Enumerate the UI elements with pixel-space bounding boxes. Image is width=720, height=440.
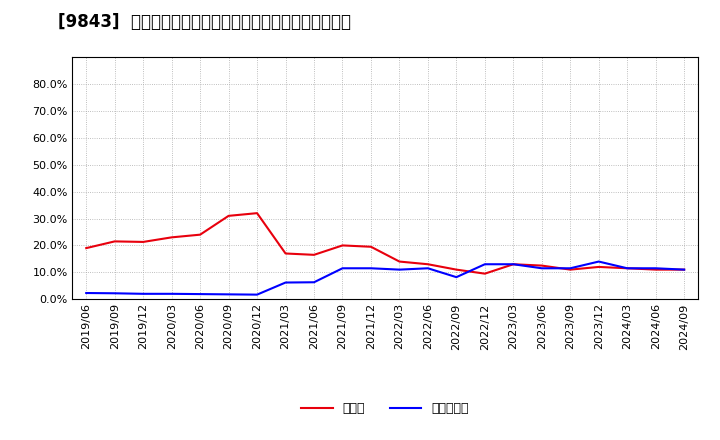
- 有利子負債: [310, 280, 318, 285]
- 現預金: [480, 271, 489, 276]
- 有利子負債: [110, 291, 119, 296]
- 現預金: [509, 262, 518, 267]
- 有利子負債: [225, 292, 233, 297]
- 有利子負債: [452, 275, 461, 280]
- 有利子負債: [253, 292, 261, 297]
- 現預金: [652, 267, 660, 272]
- 有利子負債: [82, 290, 91, 296]
- 有利子負債: [509, 262, 518, 267]
- 現預金: [452, 267, 461, 272]
- 現預金: [82, 246, 91, 251]
- 有利子負債: [282, 280, 290, 285]
- 現預金: [423, 262, 432, 267]
- 現預金: [680, 267, 688, 272]
- 有利子負債: [566, 266, 575, 271]
- 現預金: [366, 244, 375, 249]
- Text: [9843]  現預金、有利子負債の総資産に対する比率の推移: [9843] 現預金、有利子負債の総資産に対する比率の推移: [58, 13, 351, 31]
- 現預金: [395, 259, 404, 264]
- 現預金: [110, 239, 119, 244]
- 現預金: [139, 239, 148, 245]
- 現預金: [310, 252, 318, 257]
- 現預金: [253, 210, 261, 216]
- 現預金: [537, 263, 546, 268]
- 有利子負債: [196, 291, 204, 297]
- 有利子負債: [167, 291, 176, 297]
- 有利子負債: [595, 259, 603, 264]
- 現預金: [338, 243, 347, 248]
- 有利子負債: [139, 291, 148, 297]
- Line: 有利子負債: 有利子負債: [86, 261, 684, 295]
- Legend: 現預金, 有利子負債: 現預金, 有利子負債: [297, 397, 474, 420]
- 現預金: [566, 267, 575, 272]
- 有利子負債: [623, 266, 631, 271]
- 現預金: [282, 251, 290, 256]
- 有利子負債: [395, 267, 404, 272]
- 現預金: [595, 264, 603, 270]
- 現預金: [196, 232, 204, 237]
- Line: 現預金: 現預金: [86, 213, 684, 274]
- 有利子負債: [652, 266, 660, 271]
- 有利子負債: [680, 267, 688, 272]
- 有利子負債: [338, 266, 347, 271]
- 現預金: [623, 266, 631, 271]
- 有利子負債: [423, 266, 432, 271]
- 現預金: [225, 213, 233, 219]
- 現預金: [167, 235, 176, 240]
- 有利子負債: [537, 266, 546, 271]
- 有利子負債: [366, 266, 375, 271]
- 有利子負債: [480, 262, 489, 267]
